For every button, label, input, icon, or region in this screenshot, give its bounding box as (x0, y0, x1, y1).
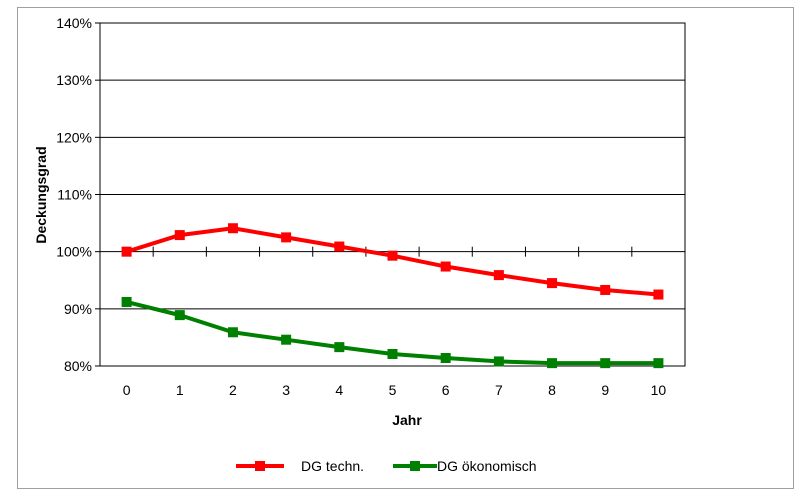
data-point (653, 289, 664, 300)
x-tick-label: 10 (651, 382, 667, 398)
y-axis-title: Deckungsgrad (33, 146, 49, 243)
data-point (387, 348, 398, 359)
series-line-0 (125, 226, 659, 297)
data-point (653, 358, 664, 369)
y-tick-label: 110% (57, 187, 92, 203)
data-point (547, 358, 558, 369)
legend-entry-techn: DG techn. (236, 458, 364, 474)
y-tick-label: 130% (56, 72, 92, 88)
legend-swatch-marker (410, 461, 420, 471)
data-point (334, 342, 345, 353)
data-point (334, 241, 345, 252)
x-axis-title: Jahr (392, 412, 422, 428)
data-point (440, 261, 451, 272)
data-point (387, 250, 398, 261)
data-point (547, 278, 558, 289)
x-tick-label: 1 (176, 382, 184, 398)
data-point (600, 284, 611, 295)
x-tick-label: 4 (335, 382, 343, 398)
series-layer (121, 223, 664, 369)
legend-entry-oekonomisch: DG ökonomisch (393, 458, 537, 474)
axis-layer: 80% 90% 100% 110% 120% 130% 140% 0 1 2 3 4 5 6 7 8 9 10 (56, 15, 686, 398)
data-point (493, 356, 504, 367)
data-point (227, 223, 238, 234)
x-tick-label: 9 (601, 382, 609, 398)
data-point (281, 232, 292, 243)
data-point (121, 296, 132, 307)
x-tick-label: 0 (123, 382, 131, 398)
legend: DG techn. DG ökonomisch (236, 458, 537, 474)
legend-label: DG ökonomisch (437, 458, 537, 474)
y-tick-label: 100% (56, 244, 92, 260)
legend-swatch-marker (255, 461, 265, 471)
data-point (121, 246, 132, 257)
x-tick-label: 3 (282, 382, 290, 398)
x-tick-label: 5 (389, 382, 397, 398)
y-tick-label: 140% (56, 15, 92, 31)
x-tick-label: 2 (229, 382, 237, 398)
data-point (493, 270, 504, 281)
grid-layer (100, 22, 685, 367)
x-tick-label: 7 (495, 382, 503, 398)
legend-label: DG techn. (301, 458, 364, 474)
y-tick-label: 80% (64, 358, 92, 374)
data-point (281, 334, 292, 345)
data-point (174, 230, 185, 241)
data-point (227, 327, 238, 338)
x-tick-label: 8 (548, 382, 556, 398)
x-tick-label: 6 (442, 382, 450, 398)
y-tick-label: 120% (56, 129, 92, 145)
data-point (174, 310, 185, 321)
data-point (600, 358, 611, 369)
chart-frame (17, 7, 794, 489)
data-point (440, 352, 451, 363)
y-tick-label: 90% (64, 301, 92, 317)
